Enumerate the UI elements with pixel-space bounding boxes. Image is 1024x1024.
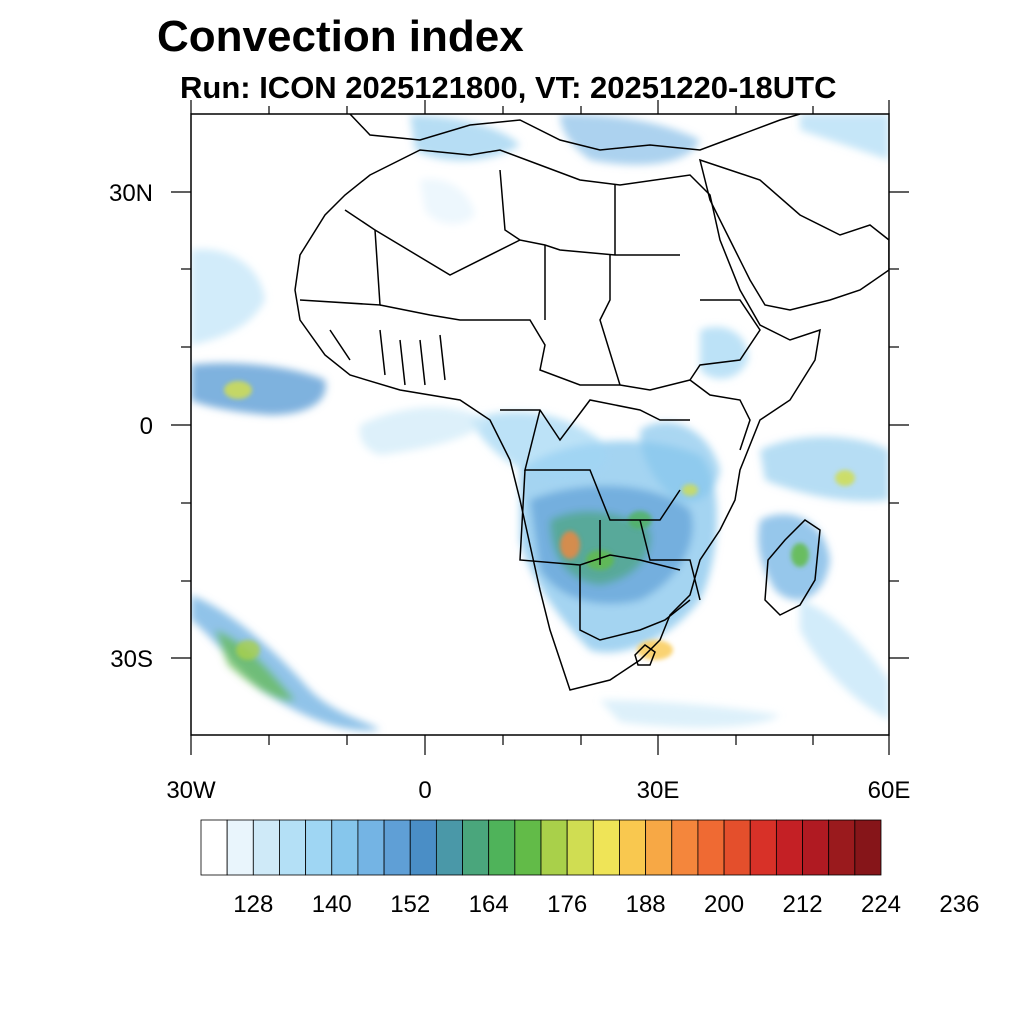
colorbar-swatch [854, 819, 882, 876]
colorbar-swatch [566, 819, 594, 876]
colorbar-swatch [279, 819, 307, 876]
lon-label-0: 0 [418, 777, 431, 804]
colorbar-swatch [723, 819, 751, 876]
colorbar-swatch [226, 819, 254, 876]
lat-label-0: 0 [140, 413, 153, 440]
colorbar-swatch [802, 819, 830, 876]
lesotho-border [634, 644, 656, 666]
border-east [689, 299, 761, 451]
colorbar-swatch [697, 819, 725, 876]
colorbar-swatch [409, 819, 437, 876]
colorbar-swatch [488, 819, 516, 876]
axis-ticks [171, 100, 909, 755]
border-central [500, 399, 690, 521]
colorbar-tick-label: 224 [861, 891, 901, 918]
coastlines-and-borders [294, 114, 889, 691]
arabia-coastline [698, 158, 889, 311]
colorbar-tick-label: 140 [312, 891, 352, 918]
lon-label-30e: 30E [637, 777, 680, 804]
colorbar-tick-label: 188 [626, 891, 666, 918]
colorbar-tick-label: 212 [783, 891, 823, 918]
colorbar-swatch [357, 819, 385, 876]
colorbar-swatch [749, 819, 777, 876]
colorbar-swatch [645, 819, 673, 876]
border-west-africa [329, 329, 446, 386]
border-south [519, 469, 701, 641]
chart-subtitle: Run: ICON 2025121800, VT: 20251220-18UTC [180, 70, 837, 105]
colorbar-swatch [331, 819, 359, 876]
colorbar-tick-label: 200 [704, 891, 744, 918]
europe-coastline [349, 114, 801, 151]
colorbar-swatch [619, 819, 647, 876]
colorbar-swatch [383, 819, 411, 876]
lat-label-30s: 30S [110, 646, 153, 673]
colorbar-swatch [462, 819, 490, 876]
colorbar-swatch [540, 819, 568, 876]
colorbar-tick-label: 152 [390, 891, 430, 918]
colorbar-swatch [775, 819, 803, 876]
colorbar-tick-label: 236 [939, 891, 979, 918]
lat-label-30n: 30N [109, 180, 153, 207]
colorbar-labels: 128 140 152 164 176 188 200 212 224 236 [233, 891, 979, 918]
colorbar-swatch [200, 819, 228, 876]
colorbar-swatch [252, 819, 280, 876]
africa-coastline [294, 149, 821, 691]
border-sahel [379, 245, 691, 391]
chart-title: Convection index [157, 12, 524, 61]
colorbar-tick-label: 128 [233, 891, 273, 918]
colorbar-swatch [828, 819, 856, 876]
lon-label-30w: 30W [166, 777, 216, 804]
colorbar-swatch [671, 819, 699, 876]
colorbar [200, 819, 882, 876]
colorbar-swatch [305, 819, 333, 876]
madagascar-coastline [764, 519, 821, 616]
colorbar-swatch [435, 819, 463, 876]
colorbar-swatch [514, 819, 542, 876]
lon-label-60e: 60E [868, 777, 911, 804]
colorbar-tick-label: 176 [547, 891, 587, 918]
colorbar-swatch [592, 819, 620, 876]
colorbar-tick-label: 164 [469, 891, 509, 918]
map-area [191, 114, 889, 735]
